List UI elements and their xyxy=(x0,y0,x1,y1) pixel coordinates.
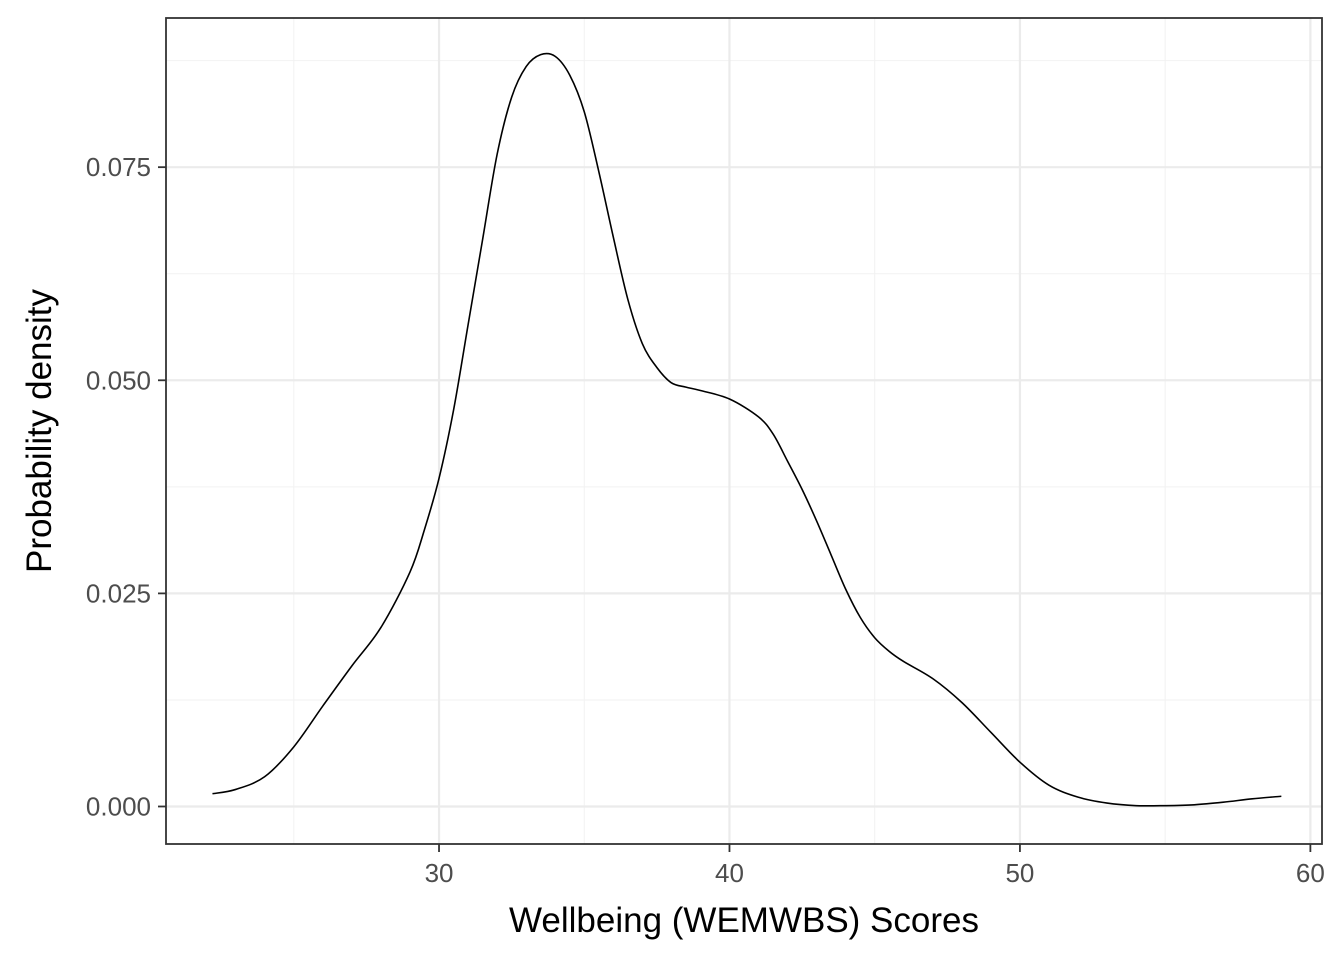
x-tick-label: 60 xyxy=(1296,858,1325,888)
density-curve xyxy=(212,52,1282,807)
x-tick-label: 30 xyxy=(425,858,454,888)
major-gridlines xyxy=(166,18,1322,844)
x-tick-label: 50 xyxy=(1005,858,1034,888)
minor-gridlines xyxy=(166,18,1322,844)
y-tick-label: 0.075 xyxy=(86,152,151,182)
y-axis: 0.000 0.025 0.050 0.075 xyxy=(86,152,166,821)
y-tick-label: 0.050 xyxy=(86,365,151,395)
y-tick-label: 0.000 xyxy=(86,791,151,821)
x-axis-title: Wellbeing (WEMWBS) Scores xyxy=(509,901,979,940)
x-tick-label: 40 xyxy=(715,858,744,888)
plot-background xyxy=(166,18,1322,844)
y-axis-title: Probability density xyxy=(20,288,59,573)
x-axis: 30 40 50 60 xyxy=(425,844,1325,888)
y-tick-label: 0.025 xyxy=(86,578,151,608)
plot-border xyxy=(165,17,1323,845)
